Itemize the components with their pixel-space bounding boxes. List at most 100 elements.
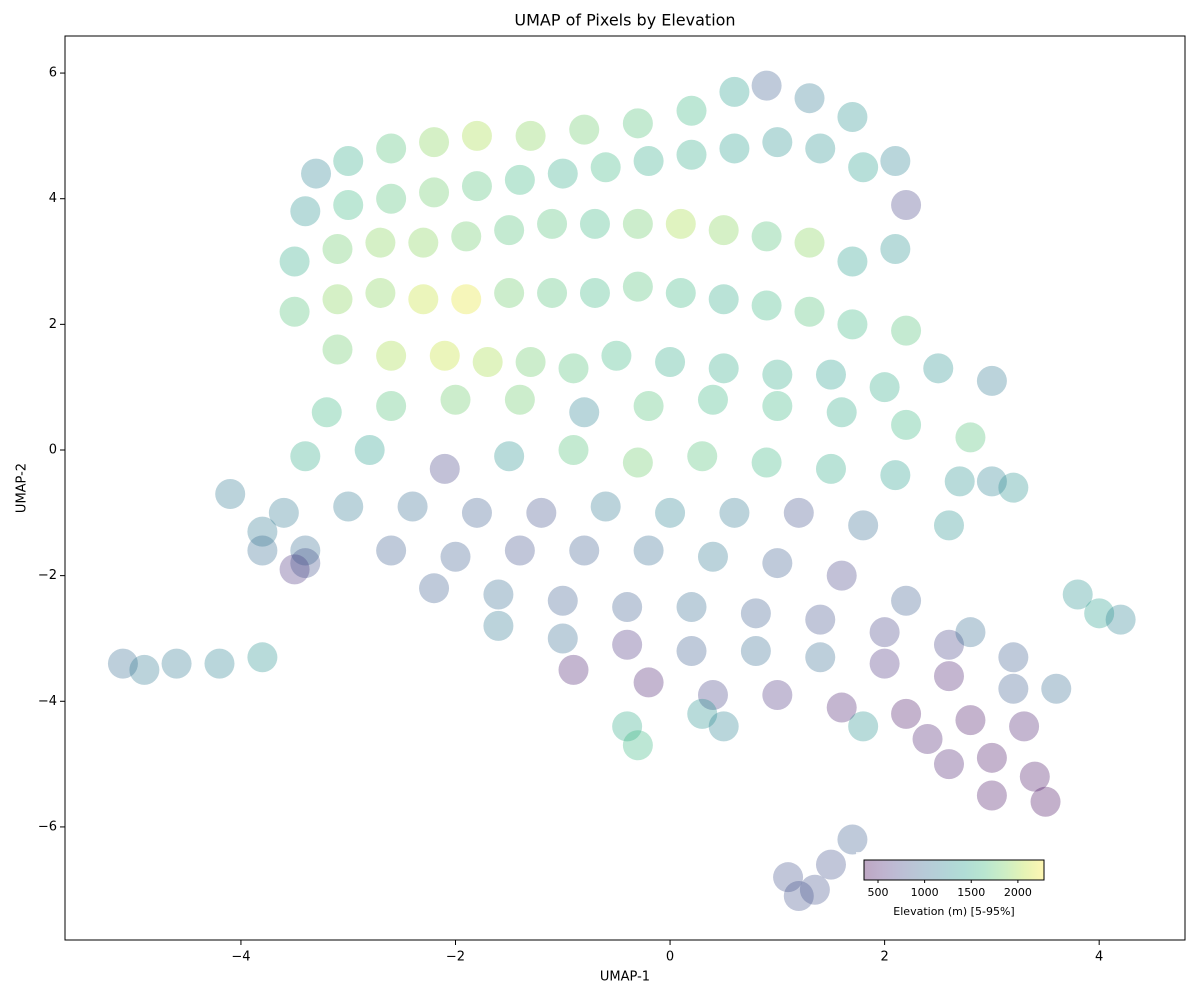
x-tick-label: 4 <box>1095 950 1103 965</box>
point <box>891 409 922 440</box>
point <box>665 208 696 239</box>
point <box>869 617 900 648</box>
point <box>826 560 857 591</box>
point <box>333 491 364 522</box>
point <box>461 497 492 528</box>
point <box>376 535 407 566</box>
point <box>687 441 718 472</box>
point <box>247 516 278 547</box>
point <box>494 441 525 472</box>
point <box>419 177 450 208</box>
point <box>891 189 922 220</box>
colorbar-label: Elevation (m) [5-95%] <box>893 905 1014 918</box>
point <box>612 629 643 660</box>
point <box>1105 604 1136 635</box>
point <box>783 497 814 528</box>
point <box>633 146 664 177</box>
point <box>440 384 471 415</box>
point <box>569 535 600 566</box>
colorbar <box>863 859 1045 881</box>
point <box>365 277 396 308</box>
point <box>708 215 739 246</box>
point <box>161 648 192 679</box>
point <box>483 579 514 610</box>
point <box>762 679 793 710</box>
point <box>279 296 310 327</box>
point <box>365 227 396 258</box>
point <box>848 152 879 183</box>
point <box>805 642 836 673</box>
point <box>799 874 830 905</box>
point <box>247 535 278 566</box>
point <box>247 642 278 673</box>
colorbar-tick-label: 2000 <box>1004 886 1032 899</box>
point <box>290 196 321 227</box>
point <box>762 359 793 390</box>
point <box>848 711 879 742</box>
point <box>719 76 750 107</box>
colorbar-tick-label: 500 <box>867 886 888 899</box>
point <box>558 434 589 465</box>
point <box>751 290 782 321</box>
point <box>376 391 407 422</box>
point <box>998 673 1029 704</box>
point <box>869 648 900 679</box>
point <box>794 83 825 114</box>
point <box>129 654 160 685</box>
point <box>751 70 782 101</box>
point <box>837 102 868 133</box>
x-axis-label: UMAP-1 <box>600 970 650 985</box>
point <box>322 334 353 365</box>
x-tick-label: 0 <box>666 950 674 965</box>
point <box>891 315 922 346</box>
point <box>869 372 900 403</box>
point <box>955 705 986 736</box>
point <box>601 340 632 371</box>
point <box>612 592 643 623</box>
point <box>333 146 364 177</box>
point <box>794 227 825 258</box>
point <box>268 497 299 528</box>
point <box>676 139 707 170</box>
points <box>107 70 1136 912</box>
point <box>579 208 610 239</box>
point <box>751 447 782 478</box>
point <box>880 460 911 491</box>
point <box>633 667 664 698</box>
point <box>419 127 450 158</box>
point <box>687 698 718 729</box>
point <box>976 780 1007 811</box>
point <box>537 277 568 308</box>
point <box>354 434 385 465</box>
point <box>494 277 525 308</box>
point <box>622 447 653 478</box>
point <box>633 391 664 422</box>
point <box>837 246 868 277</box>
point <box>333 189 364 220</box>
point <box>708 284 739 315</box>
x-tick-label: −2 <box>446 950 465 965</box>
point <box>290 535 321 566</box>
point <box>504 384 535 415</box>
point <box>891 698 922 729</box>
point <box>815 359 846 390</box>
point <box>547 623 578 654</box>
point <box>740 598 771 629</box>
point <box>794 296 825 327</box>
point <box>783 881 814 912</box>
point <box>826 397 857 428</box>
y-tick-label: −6 <box>38 819 57 834</box>
point <box>376 183 407 214</box>
point <box>955 422 986 453</box>
point <box>805 133 836 164</box>
point <box>976 365 1007 396</box>
point <box>633 535 664 566</box>
point <box>912 723 943 754</box>
point <box>483 610 514 641</box>
point <box>515 120 546 151</box>
point <box>590 152 621 183</box>
y-tick-label: −2 <box>38 568 57 583</box>
point <box>923 353 954 384</box>
point <box>290 441 321 472</box>
